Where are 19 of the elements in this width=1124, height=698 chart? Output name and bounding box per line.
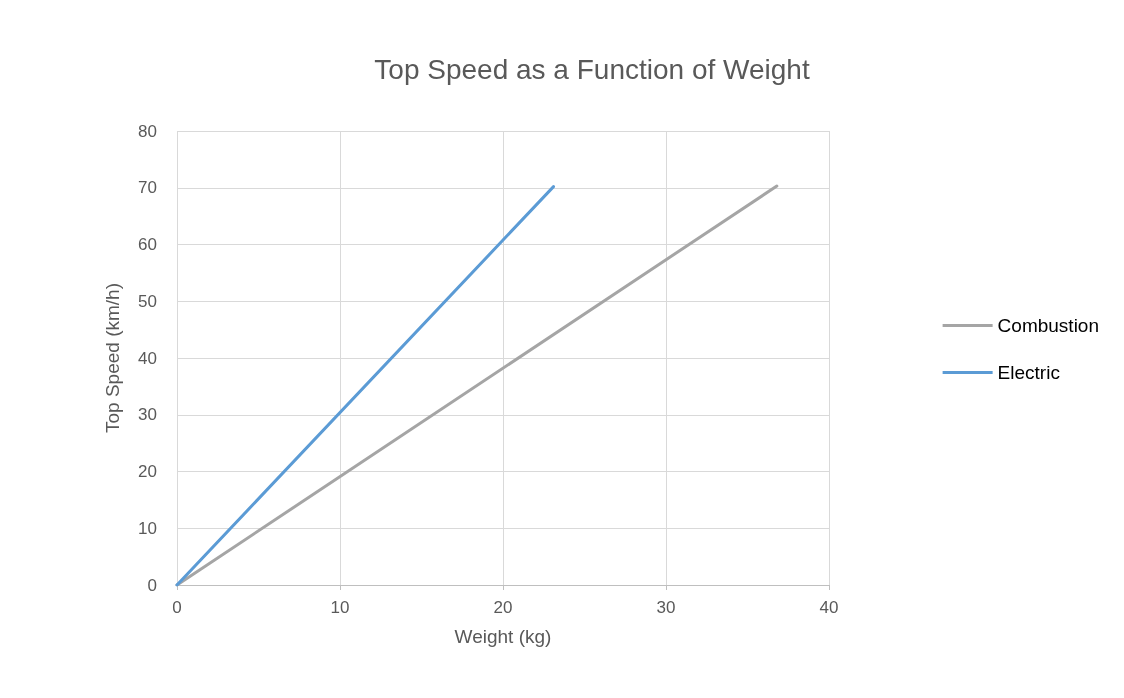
y-tick-label: 0 [147, 575, 157, 595]
x-tick-label: 30 [656, 598, 676, 617]
x-tick-label: 40 [819, 598, 839, 617]
chart-title: Top Speed as a Function of Weight [374, 53, 810, 85]
y-tick-label: 10 [138, 518, 157, 538]
x-tick-label: 0 [172, 598, 182, 617]
x-axis-title: Weight (kg) [454, 626, 552, 647]
y-tick-label: 20 [138, 462, 157, 481]
legend-label: Electric [997, 362, 1060, 383]
y-tick-label: 60 [138, 235, 157, 254]
y-tick-label: 30 [138, 405, 157, 425]
x-tick-label: 20 [493, 598, 513, 617]
y-tick-label: 40 [138, 348, 157, 368]
y-axis-title: Top Speed (km/h) [102, 283, 123, 433]
x-tick-label: 10 [330, 598, 350, 617]
y-tick-label: 80 [138, 121, 157, 141]
legend-label: Combustion [997, 315, 1100, 336]
y-tick-label: 50 [138, 291, 157, 311]
y-tick-label: 70 [138, 178, 157, 198]
